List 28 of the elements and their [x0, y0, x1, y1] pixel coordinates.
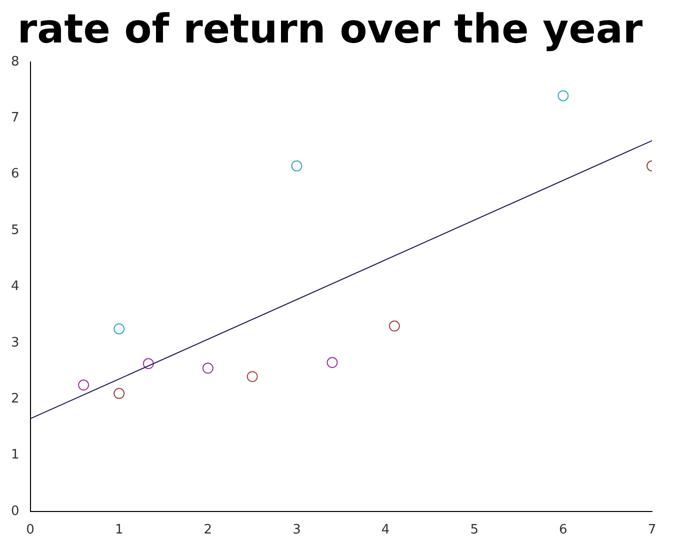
point [326, 357, 338, 368]
point [114, 323, 125, 334]
x-tick-label: 1 [114, 522, 124, 538]
point [78, 380, 90, 391]
x-tick-label: 7 [648, 522, 656, 538]
point [558, 90, 569, 102]
x-tick-label: 3 [292, 522, 301, 538]
y-tick-label: 2 [10, 391, 20, 406]
point [142, 358, 154, 370]
point [114, 388, 125, 399]
y-tick-label: 6 [10, 166, 20, 182]
x-tick-label: 5 [470, 522, 479, 538]
x-tick-label: 4 [381, 522, 390, 538]
x-tick-label: 0 [26, 522, 34, 538]
y-tick-label: 3 [10, 335, 20, 350]
y-tick-label: 8 [10, 54, 20, 70]
y-tick-label: 0 [10, 504, 20, 519]
point [202, 362, 214, 374]
point [291, 160, 302, 172]
y-tick-label: 7 [10, 110, 20, 126]
y-tick-label: 5 [10, 222, 20, 238]
y-tick-label: 1 [10, 448, 20, 463]
x-tick-label: 2 [204, 522, 212, 538]
point [388, 320, 400, 332]
y-tick-label: 4 [10, 279, 20, 294]
x-tick-label: 6 [559, 522, 568, 538]
point [246, 371, 258, 382]
chart-title: rate of return over the year [17, 6, 643, 52]
